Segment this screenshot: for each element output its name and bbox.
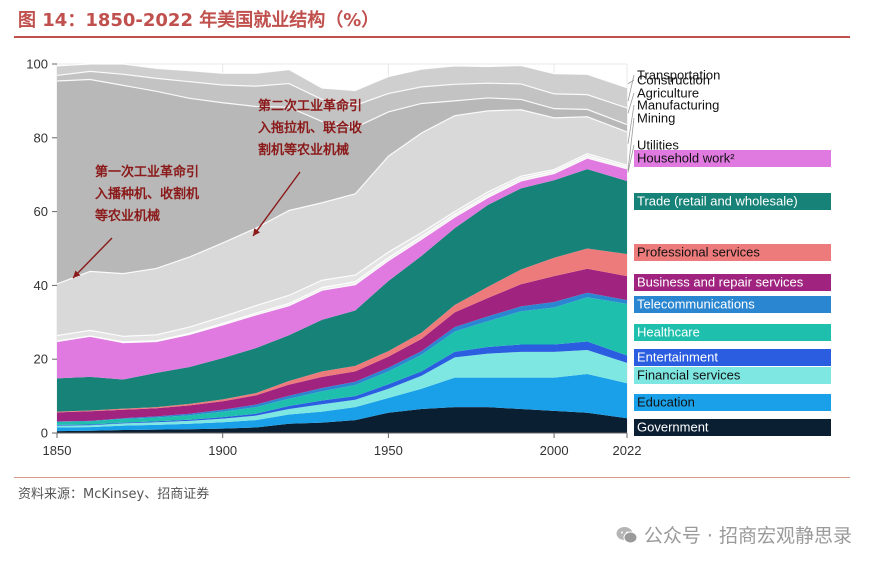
legend-swatch-professional-services <box>634 244 831 261</box>
x-tick-label-1850: 1850 <box>43 443 72 458</box>
annotation-2-line-3: 割机等农业机械 <box>258 142 349 158</box>
legend-label-manufacturing: Manufacturing <box>637 98 719 113</box>
boundary-transportation <box>56 70 628 109</box>
title-divider <box>14 36 850 38</box>
annotation-1-line-2: 入播种机、收割机 <box>95 186 199 202</box>
boundary-construction <box>56 63 628 92</box>
legend-label-agriculture: Agriculture <box>637 86 699 101</box>
annotation-1-line-1: 第一次工业革命引 <box>95 164 199 180</box>
legend-label-entertainment: Entertainment <box>637 350 718 365</box>
legend-swatch-government <box>634 419 831 436</box>
source-note: 资料来源：McKinsey、招商证券 <box>18 487 210 502</box>
legend-label-business-and-repair-services: Business and repair services <box>637 275 804 290</box>
area-series <box>56 63 628 433</box>
y-axis-ticks: 0 20 40 60 80 100 <box>26 57 57 441</box>
watermark: 公众号 · 招商宏观静思录 <box>616 521 852 548</box>
annotation-2-arrow-shaft <box>252 171 301 237</box>
x-tick-label-2000: 2000 <box>540 443 569 458</box>
legend-label-telecommunications: Telecommunications <box>637 297 755 312</box>
x-tick-label-1950: 1950 <box>374 443 403 458</box>
annotation-1-arrow-shaft <box>72 237 113 279</box>
wechat-icon <box>616 526 638 543</box>
annotation-2-arrow-head <box>253 228 260 236</box>
area-agriculture <box>57 79 627 284</box>
area-financial-services <box>57 349 627 428</box>
y-tick-label-60: 60 <box>34 204 48 219</box>
area-manufacturing <box>57 109 627 337</box>
legend-label-education: Education <box>637 395 695 410</box>
area-construction <box>57 64 627 108</box>
legend-label-financial-services: Financial services <box>637 368 741 383</box>
legend-leader-mining <box>627 117 635 171</box>
figure-title: 图 14：1850-2022 年美国就业结构（%） <box>18 10 380 31</box>
legend-label-utilities: Utilities <box>637 138 679 153</box>
y-tick-label-0: 0 <box>41 426 48 441</box>
footer-divider <box>14 477 850 478</box>
legend-label-transportation: Transportation <box>637 68 720 83</box>
boundary-household-work <box>56 157 628 344</box>
legend-swatch-business-and-repair-services <box>634 274 831 291</box>
legend-label-trade-retail-and-wholesale: Trade (retail and wholesale) <box>637 194 798 209</box>
legend-swatch-entertainment <box>634 349 831 366</box>
boundary-mining <box>56 153 628 337</box>
annotation-1-line-3: 等农业机械 <box>94 208 160 224</box>
area-professional-services <box>57 248 627 413</box>
x-axis-ticks: 1850 1900 1950 2000 2022 <box>43 432 642 458</box>
area-education <box>57 373 627 432</box>
legend-swatch-education <box>634 394 831 411</box>
boundary-agriculture <box>56 78 628 129</box>
x-tick-label-1900: 1900 <box>208 443 237 458</box>
y-tick-label-40: 40 <box>34 278 48 293</box>
legend-label-construction: Construction <box>637 73 710 88</box>
legend-label-professional-services: Professional services <box>637 245 760 260</box>
legend-swatch-telecommunications <box>634 296 831 313</box>
legend: Government Education Financial services Ent… <box>627 68 831 436</box>
area-business-and-repair-services <box>57 268 627 422</box>
annotation-2-line-1: 第二次工业革命引 <box>258 98 362 114</box>
legend-leader-transportation <box>627 74 635 102</box>
legend-label-mining: Mining <box>637 111 675 126</box>
boundary-utilities <box>56 155 628 343</box>
legend-swatch-trade-retail-and-wholesale <box>634 193 831 210</box>
annotation-1-arrow-head <box>73 270 81 278</box>
boundary-manufacturing <box>56 109 628 285</box>
legend-leader-construction <box>627 79 635 85</box>
area-trade-retail-and-wholesale <box>57 169 627 412</box>
area-government <box>57 407 627 433</box>
legend-leader-manufacturing <box>627 104 635 144</box>
legend-leader-agriculture <box>627 92 635 114</box>
y-tick-label-100: 100 <box>26 57 48 72</box>
area-healthcare <box>57 297 627 425</box>
watermark-text: 公众号 · 招商宏观静思录 <box>643 525 852 547</box>
legend-swatch-household-work <box>634 150 831 167</box>
x-tick-label-2022: 2022 <box>613 443 642 458</box>
legend-leader-utilities <box>627 144 635 173</box>
y-tick-label-20: 20 <box>34 352 48 367</box>
y-tick-label-80: 80 <box>34 130 48 145</box>
area-household-work <box>57 158 627 380</box>
annotation-2-line-2: 入拖拉机、联合收 <box>258 120 363 136</box>
legend-swatch-financial-services <box>634 367 831 384</box>
legend-swatch-healthcare <box>634 324 831 341</box>
legend-label-government: Government <box>637 420 709 435</box>
area-transportation <box>57 71 627 128</box>
area-entertainment <box>57 341 627 426</box>
legend-label-household-work: Household work² <box>637 151 735 166</box>
legend-label-healthcare: Healthcare <box>637 325 700 340</box>
